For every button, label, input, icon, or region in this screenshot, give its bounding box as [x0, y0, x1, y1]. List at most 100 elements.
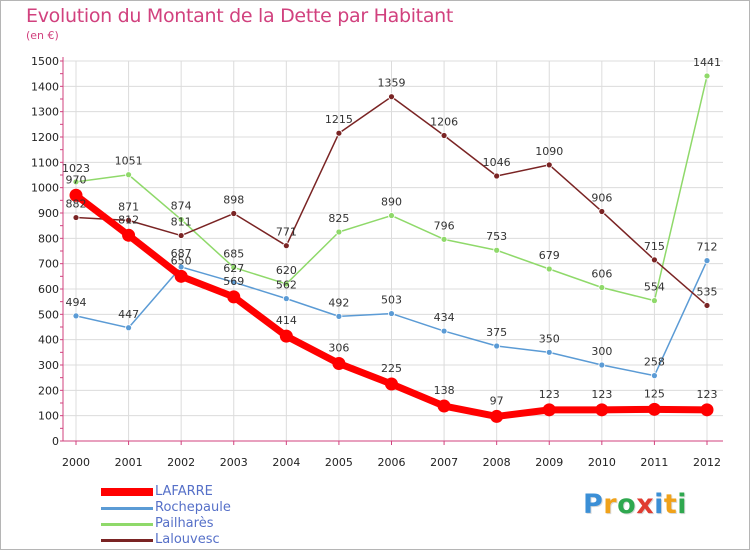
data-point: [651, 297, 658, 305]
data-point: [598, 284, 606, 291]
logo-letter: r: [603, 489, 618, 520]
data-label: 825: [328, 212, 349, 225]
data-label: 811: [171, 216, 192, 229]
data-label: 1441: [693, 56, 721, 69]
logo-letter: x: [636, 489, 655, 520]
y-tick-label: 100: [38, 410, 59, 423]
data-label: 562: [276, 279, 297, 292]
y-tick-label: 0: [52, 435, 59, 448]
logo-letter: o: [617, 489, 637, 520]
data-label: 350: [539, 332, 560, 345]
data-point: [282, 280, 290, 288]
data-label: 300: [591, 345, 612, 358]
data-point: [230, 210, 238, 217]
y-tick-label: 400: [38, 334, 59, 347]
x-tick-label: 2009: [535, 456, 563, 469]
data-point: [598, 361, 606, 369]
data-point: [332, 356, 346, 370]
x-tick-label: 2005: [325, 456, 353, 469]
y-tick-label: 900: [38, 207, 59, 220]
data-point: [493, 172, 501, 180]
data-label: 1206: [430, 115, 458, 128]
data-point: [703, 72, 711, 80]
x-tick-label: 2004: [272, 456, 300, 469]
data-label: 1090: [535, 145, 563, 158]
data-point: [69, 188, 83, 202]
data-label: 970: [66, 173, 87, 186]
data-point: [385, 377, 398, 391]
data-point: [651, 256, 658, 264]
legend-swatch: [101, 523, 153, 526]
legend-label: LAFARRE: [155, 484, 213, 499]
y-tick-label: 1100: [31, 156, 59, 169]
legend-swatch: [101, 488, 153, 496]
data-point: [437, 399, 451, 413]
data-label: 871: [118, 200, 139, 213]
data-label: 687: [171, 247, 192, 260]
x-tick-label: 2010: [588, 456, 616, 469]
data-label: 503: [381, 294, 402, 307]
data-point: [490, 409, 504, 423]
data-point: [125, 216, 132, 224]
data-point: [493, 246, 501, 254]
data-point: [545, 161, 553, 169]
data-point: [230, 278, 238, 286]
x-tick-label: 2002: [167, 456, 195, 469]
x-tick-label: 2012: [693, 456, 721, 469]
data-point: [335, 129, 343, 137]
data-label: 414: [276, 314, 297, 327]
data-label: 123: [697, 388, 718, 401]
data-point: [227, 290, 241, 304]
data-label: 906: [591, 191, 612, 204]
data-label: 890: [381, 196, 402, 209]
chart-title: Evolution du Montant de la Dette par Hab…: [26, 5, 454, 27]
chart-subtitle: (en €): [26, 29, 59, 42]
y-tick-label: 1000: [31, 182, 59, 195]
data-point: [493, 342, 501, 350]
data-point: [279, 329, 293, 343]
y-tick-label: 1300: [31, 106, 59, 119]
data-point: [595, 403, 609, 417]
legend-swatch: [101, 539, 153, 542]
data-label: 812: [118, 213, 139, 226]
data-point: [177, 232, 185, 239]
data-point: [651, 372, 658, 380]
data-label: 1023: [62, 162, 90, 175]
data-point: [125, 171, 132, 179]
x-tick-label: 2007: [430, 456, 458, 469]
data-point: [647, 402, 661, 416]
data-point: [72, 214, 80, 221]
data-label: 715: [644, 240, 665, 253]
data-point: [598, 208, 606, 215]
data-label: 627: [223, 262, 244, 275]
data-label: 1046: [483, 156, 511, 169]
data-label: 492: [328, 296, 349, 309]
data-point: [122, 228, 136, 242]
data-point: [282, 242, 290, 250]
data-point: [177, 216, 185, 223]
x-tick-label: 2011: [640, 456, 668, 469]
data-point: [703, 302, 711, 309]
data-label: 225: [381, 362, 402, 375]
data-label: 1215: [325, 113, 353, 126]
logo-letter: i: [654, 489, 664, 520]
data-label: 650: [171, 254, 192, 267]
proxiti-logo: Proxiti: [583, 489, 687, 520]
data-label: 125: [644, 387, 665, 400]
data-point: [388, 212, 395, 219]
y-tick-label: 800: [38, 232, 59, 245]
data-label: 898: [223, 194, 244, 207]
data-label: 447: [118, 308, 139, 321]
data-label: 306: [328, 341, 349, 354]
legend-swatch: [101, 507, 153, 510]
data-point: [700, 403, 714, 417]
x-tick-label: 2001: [115, 456, 143, 469]
data-label: 874: [171, 200, 192, 213]
legend-label: Rochepaule: [155, 500, 231, 515]
data-label: 1359: [378, 77, 406, 90]
data-point: [335, 312, 343, 320]
x-tick-label: 2000: [62, 456, 90, 469]
data-label: 606: [591, 267, 612, 280]
data-point: [703, 257, 711, 265]
